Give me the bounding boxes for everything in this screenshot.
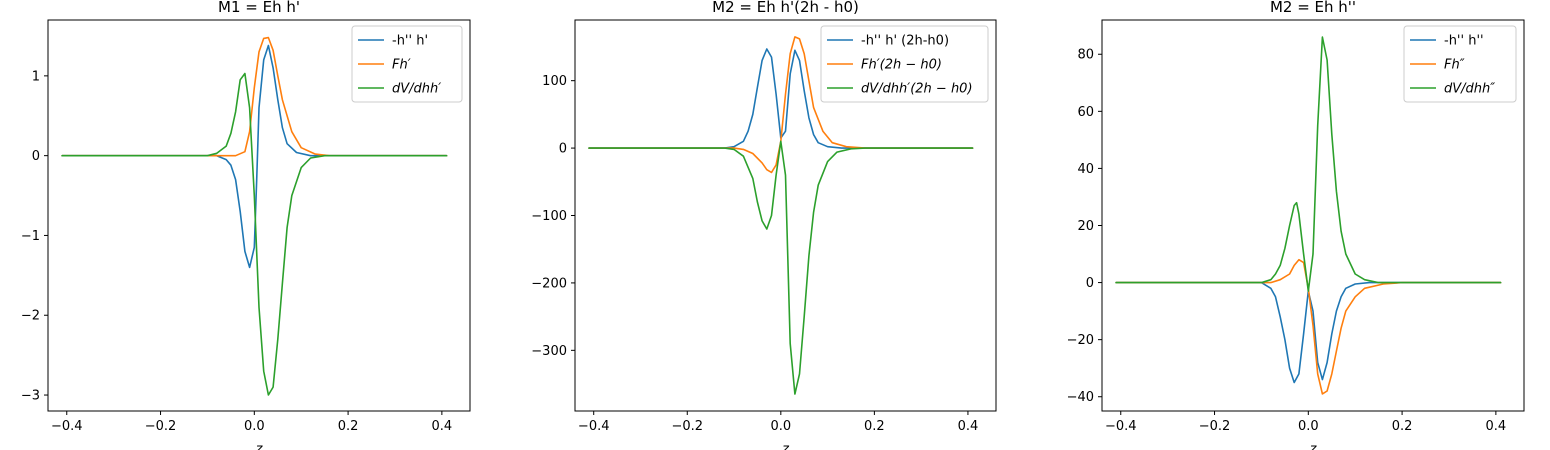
legend-box: [351, 25, 463, 103]
chart-panel-1: M1 = Eh h' −0.4 −0.2 0.0 0.2 0.4 −3 −2 −1 0 1 z -h''…: [21, 0, 471, 450]
x-tick-label: 0.0: [1298, 419, 1319, 434]
legend-label: Fh′: [392, 58, 411, 73]
y-tick-label: 0: [1086, 276, 1094, 291]
y-tick-label: −1: [21, 229, 40, 244]
x-tick-label: 0.0: [770, 419, 791, 434]
y-tick-label: 80: [1077, 48, 1094, 63]
y-tick-label: −100: [531, 209, 567, 224]
y-tick-label: 60: [1077, 105, 1094, 120]
series-line-2: [61, 36, 448, 157]
y-tick-label: −300: [531, 344, 567, 359]
y-tick-label: −40: [1067, 390, 1094, 405]
y-tick-label: 1: [32, 69, 40, 84]
legend-label: Fh″: [1444, 58, 1465, 73]
x-tick-label: 0.4: [432, 419, 453, 434]
x-axis-label: z: [781, 442, 790, 450]
legend-box: [820, 25, 989, 103]
legend-label: -h'' h': [392, 34, 428, 49]
legend: -h'' h'' Fh″ dV/dhh″: [1403, 25, 1517, 103]
series-line-2: [588, 36, 974, 174]
x-tick-label: 0.2: [338, 419, 359, 434]
y-tick-label: −2: [21, 309, 40, 324]
chart-title: M2 = Eh h'': [1270, 0, 1356, 16]
y-tick-label: 0: [559, 142, 567, 157]
chart-title: M1 = Eh h': [218, 0, 300, 16]
x-axis-label: z: [1309, 442, 1318, 450]
legend-label: dV/dhh″: [1444, 82, 1495, 97]
y-tick-label: −20: [1067, 333, 1094, 348]
plot-frame: [574, 19, 997, 412]
x-tick-label: −0.4: [578, 419, 610, 434]
series-line-3: [1115, 36, 1502, 292]
plot-frame: [1101, 19, 1525, 412]
x-tick-label: −0.2: [671, 419, 703, 434]
x-tick-label: 0.4: [958, 419, 979, 434]
x-tick-label: 0.2: [1392, 419, 1413, 434]
x-tick-label: −0.4: [1105, 419, 1137, 434]
x-tick-label: −0.2: [1199, 419, 1231, 434]
chart-title: M2 = Eh h'(2h - h0): [712, 0, 859, 16]
series-line-3: [61, 72, 448, 396]
x-tick-label: 0.4: [1486, 419, 1507, 434]
x-tick-label: −0.4: [51, 419, 83, 434]
y-tick-label: 40: [1077, 162, 1094, 177]
x-tick-label: 0.0: [244, 419, 265, 434]
y-tick-label: −3: [21, 389, 40, 404]
chart-panel-3: M2 = Eh h'' −0.4 −0.2 0.0 0.2 0.4 −40 −20 0 20 40 6…: [1067, 0, 1525, 450]
legend-label: dV/dhh′: [392, 82, 441, 97]
chart-panel-2: M2 = Eh h'(2h - h0) −0.4 −0.2 0.0 0.2 0.4 −300…: [531, 0, 997, 450]
y-tick-label: 20: [1077, 219, 1094, 234]
x-tick-label: 0.2: [864, 419, 885, 434]
legend-box: [1403, 25, 1517, 103]
legend-label: dV/dhh′(2h − h0): [861, 82, 973, 97]
y-tick-label: 100: [542, 74, 567, 89]
series-line-1: [1115, 281, 1502, 384]
series-line-2: [1115, 258, 1502, 395]
plot-frame: [47, 19, 471, 412]
y-tick-label: −200: [531, 276, 567, 291]
x-axis-label: z: [255, 442, 264, 450]
series-line-3: [588, 140, 974, 395]
y-tick-label: 0: [32, 149, 40, 164]
legend-label: -h'' h'': [1444, 34, 1484, 49]
legend-label: -h'' h' (2h-h0): [861, 34, 949, 49]
legend: -h'' h' Fh′ dV/dhh′: [351, 25, 463, 103]
x-tick-label: −0.2: [145, 419, 177, 434]
legend: -h'' h' (2h-h0) Fh′(2h − h0) dV/dhh′(2h − …: [820, 25, 989, 103]
series-line-1: [61, 44, 448, 269]
legend-label: Fh′(2h − h0): [861, 58, 942, 73]
